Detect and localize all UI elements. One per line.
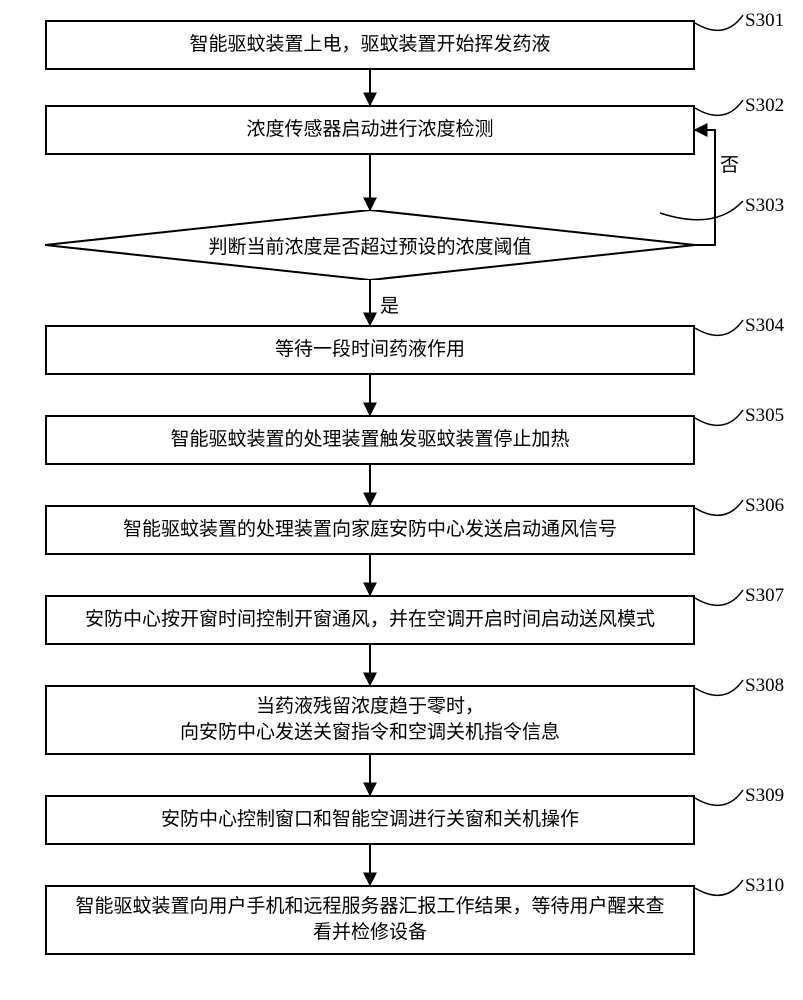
step-text: 智能驱蚊装置的处理装置触发驱蚊装置停止加热 [170, 427, 569, 453]
step-s307: 安防中心按开窗时间控制开窗通风，并在空调开启时间启动送风模式 [45, 595, 695, 645]
label-no: 否 [720, 150, 739, 177]
step-s301: 智能驱蚊装置上电，驱蚊装置开始挥发药液 [45, 20, 695, 70]
step-s305: 智能驱蚊装置的处理装置触发驱蚊装置停止加热 [45, 415, 695, 465]
step-text: 安防中心按开窗时间控制开窗通风，并在空调开启时间启动送风模式 [85, 607, 655, 633]
tag-s303: S303 [745, 195, 784, 217]
step-text: 智能驱蚊装置上电，驱蚊装置开始挥发药液 [189, 32, 550, 58]
tag-s310: S310 [745, 875, 784, 897]
tag-s308: S308 [745, 675, 784, 697]
step-s304: 等待一段时间药液作用 [45, 325, 695, 375]
step-text-line1: 当药液残留浓度趋于零时， [256, 694, 484, 720]
step-s310: 智能驱蚊装置向用户手机和远程服务器汇报工作结果，等待用户醒来查 看并检修设备 [45, 885, 695, 955]
step-text: 智能驱蚊装置的处理装置向家庭安防中心发送启动通风信号 [123, 517, 617, 543]
tag-s306: S306 [745, 495, 784, 517]
step-s302: 浓度传感器启动进行浓度检测 [45, 105, 695, 155]
tag-s309: S309 [745, 785, 784, 807]
step-text: 等待一段时间药液作用 [275, 337, 465, 363]
step-s306: 智能驱蚊装置的处理装置向家庭安防中心发送启动通风信号 [45, 505, 695, 555]
tag-s307: S307 [745, 585, 784, 607]
tag-s302: S302 [745, 95, 784, 117]
step-text: 浓度传感器启动进行浓度检测 [246, 117, 493, 143]
label-yes: 是 [380, 291, 399, 318]
tag-s301: S301 [745, 10, 784, 32]
step-s309: 安防中心控制窗口和智能空调进行关窗和关机操作 [45, 795, 695, 845]
step-text: 安防中心控制窗口和智能空调进行关窗和关机操作 [161, 807, 579, 833]
flowchart-canvas: 智能驱蚊装置上电，驱蚊装置开始挥发药液 S301 浓度传感器启动进行浓度检测 S… [0, 0, 803, 1000]
step-text-line1: 智能驱蚊装置向用户手机和远程服务器汇报工作结果，等待用户醒来查 [75, 894, 664, 920]
step-text-line2: 看并检修设备 [313, 920, 427, 946]
tag-s305: S305 [745, 405, 784, 427]
step-s308: 当药液残留浓度趋于零时， 向安防中心发送关窗指令和空调关机指令信息 [45, 685, 695, 755]
step-text-line2: 向安防中心发送关窗指令和空调关机指令信息 [180, 720, 560, 746]
tag-s304: S304 [745, 315, 784, 337]
decision-text: 判断当前浓度是否超过预设的浓度阈值 [208, 232, 531, 259]
decision-s303: 判断当前浓度是否超过预设的浓度阈值 [45, 210, 695, 280]
